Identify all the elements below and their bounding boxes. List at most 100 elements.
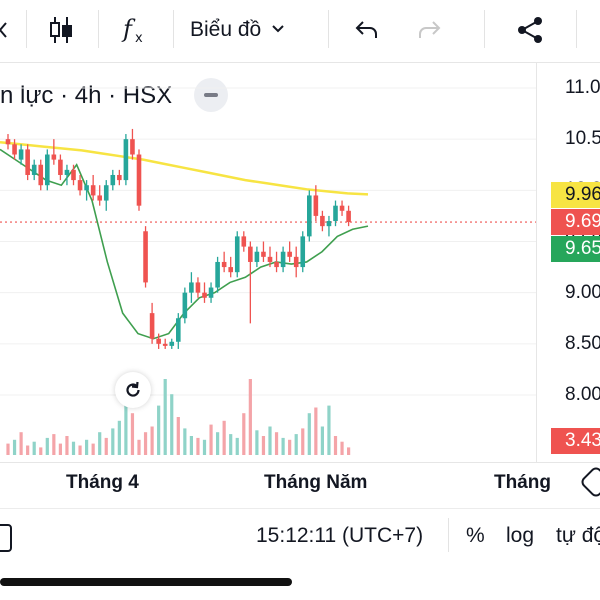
calendar-icon[interactable]: [0, 524, 12, 552]
divider: [26, 10, 27, 48]
candle: [117, 169, 122, 186]
volume-bar: [71, 441, 76, 455]
volume-bar: [229, 434, 233, 455]
volume-bar: [255, 430, 259, 455]
undo-icon[interactable]: [350, 12, 384, 48]
volume-bar: [209, 424, 213, 455]
candle: [58, 154, 63, 181]
divider: [173, 10, 174, 48]
volume-bar: [281, 437, 285, 455]
divider: [484, 10, 485, 48]
candle: [195, 277, 201, 298]
volume-bar: [157, 405, 161, 455]
candle-body: [18, 149, 24, 160]
log-toggle[interactable]: log: [506, 524, 535, 547]
volume-bar: [6, 443, 10, 455]
volume-bar: [117, 420, 121, 455]
candle: [320, 210, 325, 232]
candle: [25, 144, 30, 181]
fx-icon[interactable]: f x: [118, 12, 152, 48]
candle: [215, 256, 220, 293]
volume-bar: [39, 447, 43, 455]
candle: [162, 338, 168, 349]
volume-bar: [98, 432, 102, 455]
candle: [189, 272, 194, 303]
candle-body: [130, 139, 135, 155]
share-icon[interactable]: [512, 12, 548, 48]
volume-bar: [163, 379, 167, 455]
candle-body: [77, 180, 83, 191]
volume-bar: [170, 394, 174, 455]
candle-body: [333, 205, 338, 222]
price-tick-label: 8.50: [565, 332, 600, 354]
candle: [293, 246, 299, 278]
candle-body: [287, 251, 292, 257]
candle-body: [123, 139, 129, 181]
candle-body: [248, 246, 253, 262]
chart-type-dropdown[interactable]: Biểu đồ: [190, 12, 310, 48]
redo-icon[interactable]: [412, 12, 446, 48]
volume-bar: [52, 434, 56, 455]
candle-body: [254, 251, 260, 262]
time-label-may: Tháng Năm: [264, 472, 368, 493]
chart-title: n lực · 4h · HSX: [0, 82, 173, 109]
price-axis[interactable]: 11.010.510.09.509.008.508.00: [536, 62, 600, 462]
volume-bar: [301, 428, 305, 455]
candle: [5, 134, 11, 150]
clock-display[interactable]: 15:12:11 (UTC+7): [256, 524, 424, 547]
candles-icon[interactable]: [44, 12, 78, 48]
candlestick-chart[interactable]: [0, 62, 536, 462]
candle-body: [182, 292, 188, 319]
volume-bar: [111, 428, 115, 455]
divider: [576, 10, 577, 48]
time-axis[interactable]: [0, 462, 600, 503]
candle: [333, 200, 338, 227]
price-tick-label: 11.0: [565, 77, 600, 98]
candle: [267, 246, 273, 268]
reset-chart-button[interactable]: [115, 372, 151, 408]
candle: [149, 302, 155, 344]
candle-body: [71, 169, 76, 181]
volume-bar: [248, 379, 252, 455]
auto-scale-toggle[interactable]: tự độ: [556, 524, 600, 547]
candle: [84, 180, 89, 201]
candle-body: [97, 195, 102, 201]
candle: [31, 159, 37, 181]
candle-body: [293, 256, 299, 268]
svg-text:x: x: [135, 31, 143, 46]
candle-body: [58, 159, 63, 175]
candle: [136, 149, 142, 211]
top-toolbar: f x Biểu đồ: [0, 0, 600, 63]
candle: [38, 159, 44, 191]
candle: [130, 128, 135, 160]
candle-body: [241, 236, 247, 247]
candle-body: [84, 185, 89, 191]
candle-body: [90, 185, 96, 196]
candle-body: [300, 236, 306, 268]
candle-body: [31, 164, 37, 175]
price-tick-label: 10.5: [565, 128, 600, 150]
percent-toggle[interactable]: %: [466, 524, 485, 547]
candle: [64, 164, 70, 186]
volume-bar: [222, 420, 226, 455]
volume-bar: [58, 443, 62, 455]
chevron-left-icon[interactable]: [0, 12, 12, 48]
candle-body: [189, 282, 194, 293]
candle-body: [228, 267, 233, 273]
volume-bar: [91, 443, 95, 455]
candle: [307, 190, 312, 242]
collapse-legend-button[interactable]: [194, 78, 228, 112]
candle-body: [136, 154, 142, 206]
candle-body: [274, 261, 279, 268]
candle: [241, 231, 247, 252]
candle: [12, 139, 17, 160]
volume-bar: [235, 437, 239, 455]
candle: [202, 282, 207, 303]
candle: [228, 256, 233, 278]
volume-bar: [124, 398, 128, 455]
volume-bar: [143, 432, 148, 455]
volume-bar: [288, 439, 292, 455]
candle: [248, 241, 253, 324]
divider: [448, 518, 449, 552]
candle-body: [267, 256, 273, 262]
